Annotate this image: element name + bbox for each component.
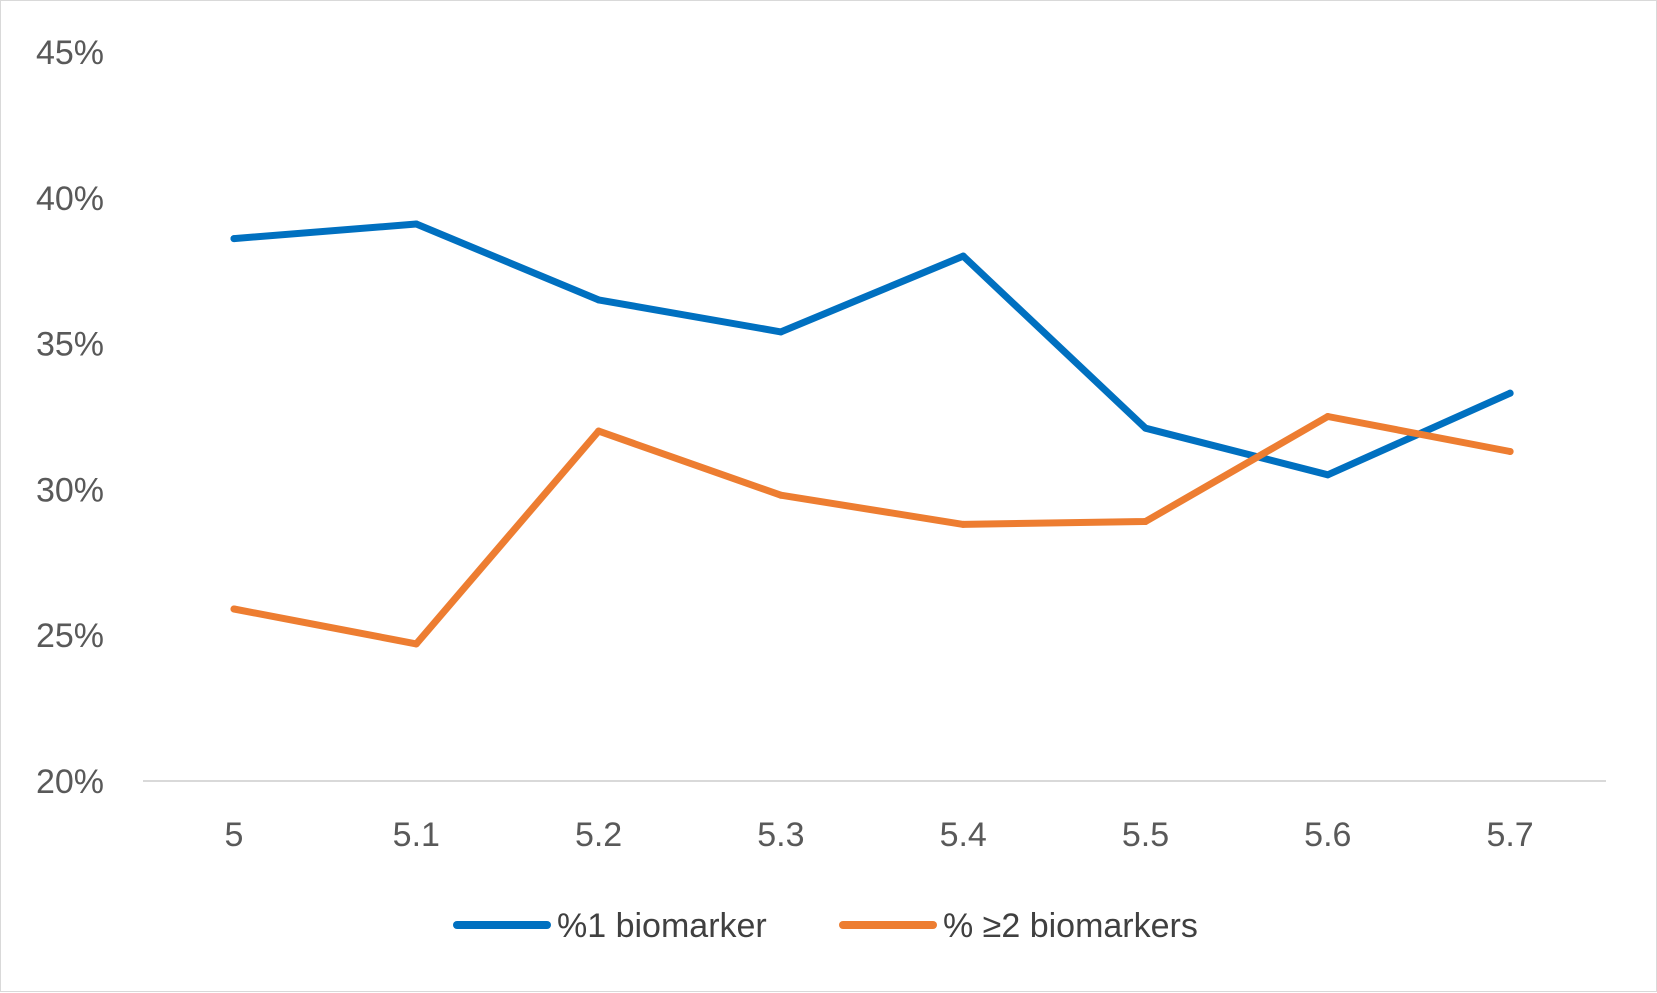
series-2-point <box>230 605 238 613</box>
y-tick-label: 30% <box>36 471 104 509</box>
series-2-point <box>595 427 603 435</box>
series-2-point <box>412 640 420 648</box>
legend-label-2: % ≥2 biomarkers <box>943 907 1198 945</box>
series-lines <box>230 220 1514 648</box>
legend: %1 biomarker % ≥2 biomarkers <box>453 907 1198 945</box>
y-tick-label: 35% <box>36 326 104 364</box>
y-tick-label: 25% <box>36 617 104 655</box>
series-1-point <box>412 220 420 228</box>
y-tick-label: 40% <box>36 180 104 218</box>
series-1-point <box>1324 471 1332 479</box>
y-tick-label: 20% <box>36 763 104 801</box>
series-1-point <box>595 296 603 304</box>
series-2-point <box>1324 413 1332 420</box>
series-line-2 <box>230 413 1514 648</box>
series-2-point <box>1142 517 1149 525</box>
y-tick-label: 45% <box>36 34 104 72</box>
x-tick-label: 5.4 <box>940 816 987 854</box>
series-1-point <box>1506 389 1514 397</box>
series-1-point <box>959 252 967 260</box>
x-axis-tick-labels: 5 5.1 5.2 5.3 5.4 5.5 5.6 5.7 <box>225 816 1534 854</box>
series-2-point <box>1506 447 1514 455</box>
series-1-point <box>777 328 785 336</box>
legend-label-1: %1 biomarker <box>557 907 767 945</box>
series-line-1 <box>230 220 1514 479</box>
x-tick-label: 5.6 <box>1304 816 1351 854</box>
series-2-point <box>777 491 785 499</box>
x-tick-label: 5.1 <box>393 816 440 854</box>
x-tick-label: 5.7 <box>1486 816 1533 854</box>
x-tick-label: 5.5 <box>1122 816 1169 854</box>
series-1-point <box>230 235 238 243</box>
x-tick-label: 5 <box>225 816 244 854</box>
y-axis-tick-labels: 20% 25% 30% 35% 40% 45% <box>36 34 104 801</box>
x-tick-label: 5.3 <box>757 816 804 854</box>
x-tick-label: 5.2 <box>575 816 622 854</box>
series-1-point <box>1142 424 1149 432</box>
series-2-point <box>959 520 967 528</box>
